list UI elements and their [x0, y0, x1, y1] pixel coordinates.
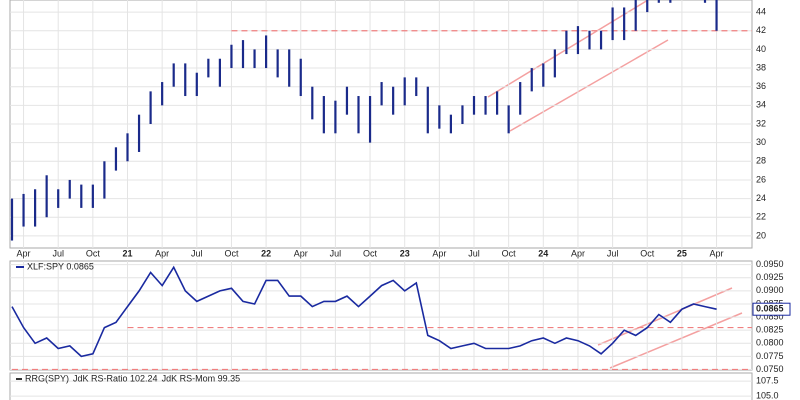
x-tick-label: Jul	[468, 248, 480, 258]
y-tick-label: 0.0900	[756, 285, 784, 295]
panel-layer	[10, 261, 752, 370]
panel-layer	[10, 380, 752, 397]
rrg-panel	[9, 372, 753, 400]
ratio-line	[11, 265, 717, 358]
x-tick-label: 23	[400, 248, 410, 258]
y-tick-label: 38	[756, 62, 766, 72]
panel-layer	[10, 0, 752, 248]
legend-label: XLF:SPY 0.0865	[27, 261, 94, 271]
y-tick-label: 30	[756, 137, 766, 147]
x-tick-label: Apr	[432, 248, 446, 258]
y-tick-label: 0.0850	[756, 311, 784, 321]
y-tick-label: 0.0950	[756, 259, 784, 269]
y-tick-label: 24	[756, 193, 766, 203]
x-tick-label: Jul	[191, 248, 203, 258]
y-tick-label: 107.5	[756, 375, 779, 385]
x-tick-label: 21	[122, 248, 132, 258]
last-value-box	[752, 302, 791, 316]
x-tick-label: Oct	[86, 248, 101, 258]
y-tick-label: 20	[756, 230, 766, 240]
y-tick-label: 0.0750	[756, 364, 784, 374]
x-tick-label: Jul	[52, 248, 64, 258]
legend-label: JdK RS-Ratio 102.24	[73, 373, 158, 383]
x-tick-label: 22	[261, 248, 271, 258]
y-tick-label: 0.0925	[756, 272, 784, 282]
ratio-panel	[9, 260, 753, 371]
last-value-label: 0.0865	[756, 304, 784, 314]
y-tick-label: 36	[756, 81, 766, 91]
x-tick-label: Oct	[363, 248, 378, 258]
y-tick-label: 28	[756, 156, 766, 166]
x-tick-label: Oct	[502, 248, 517, 258]
x-tick-label: Oct	[640, 248, 655, 258]
channel-line	[487, 0, 649, 98]
legend-label: JdK RS-Mom 99.35	[162, 373, 241, 383]
y-tick-label: 22	[756, 212, 766, 222]
y-tick-label: 40	[756, 44, 766, 54]
legend-label: RRG(SPY)	[25, 373, 69, 383]
x-tick-label: Apr	[294, 248, 308, 258]
y-tick-label: 0.0775	[756, 351, 784, 361]
y-tick-label: 42	[756, 25, 766, 35]
x-tick-label: Apr	[17, 248, 31, 258]
y-tick-label: 105.0	[756, 390, 779, 400]
x-tick-label: Oct	[224, 248, 239, 258]
channel-line	[609, 312, 743, 369]
y-tick-label: 0.0800	[756, 338, 784, 348]
x-tick-label: Apr	[571, 248, 585, 258]
channel-line	[509, 39, 669, 132]
y-tick-label: 44	[756, 6, 766, 16]
x-tick-label: 25	[677, 248, 687, 258]
y-tick-label: 26	[756, 174, 766, 184]
y-tick-label: 34	[756, 100, 766, 110]
y-tick-label: 0.0825	[756, 325, 784, 335]
x-tick-label: Jul	[330, 248, 342, 258]
y-tick-label: 32	[756, 118, 766, 128]
x-tick-label: Apr	[155, 248, 169, 258]
x-tick-label: Apr	[710, 248, 724, 258]
x-tick-label: 24	[538, 248, 548, 258]
x-tick-label: Jul	[607, 248, 619, 258]
